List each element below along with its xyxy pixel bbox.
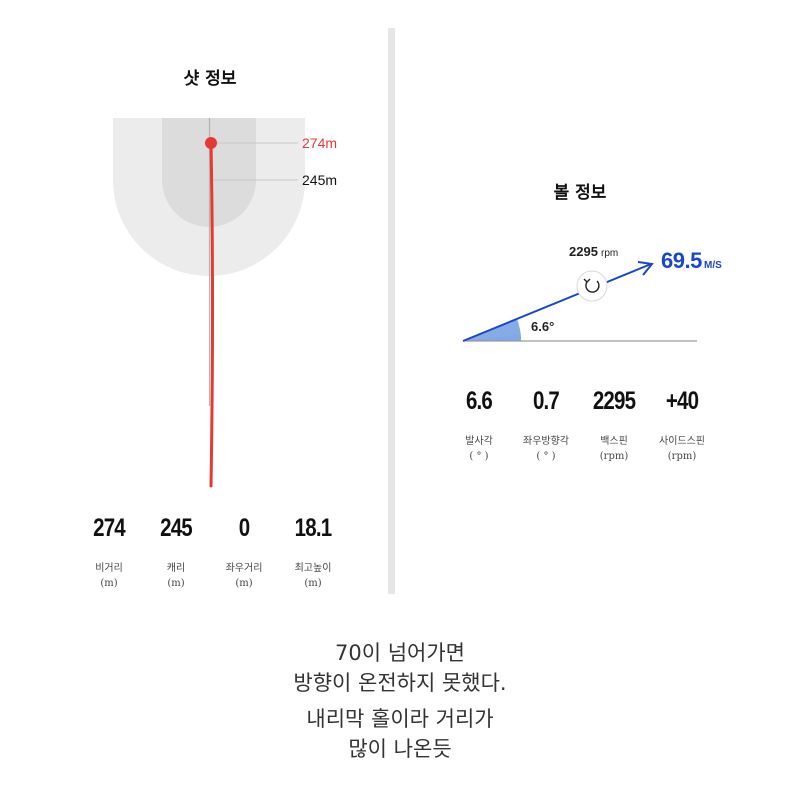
stat-launch-angle: 6.6 발사각 ( ° ) — [439, 387, 519, 462]
stat-label: 백스핀 — [600, 436, 628, 447]
spin-unit: rpm — [601, 248, 618, 259]
spin-arrow — [585, 280, 600, 293]
ball-trajectory — [209, 141, 214, 488]
spin-arrow-head — [583, 278, 591, 283]
marker-245-label: 245m — [302, 172, 337, 188]
stat-label: 좌우거리 — [225, 563, 263, 574]
stat-unit: ( ° ) — [469, 451, 489, 462]
caption-line-4: 많이 나온듯 — [348, 737, 452, 761]
stat-value: 6.6 — [465, 387, 493, 415]
stat-label: 좌우방향각 — [523, 436, 569, 447]
stat-unit: (m) — [100, 578, 118, 589]
stat-label: 발사각 — [465, 436, 493, 447]
stat-value: 18.1 — [294, 514, 332, 542]
speed-value: 69.5 — [661, 248, 702, 273]
launch-vector-arrowhead — [637, 261, 654, 276]
stat-direction-angle: 0.7 좌우방향각 ( ° ) — [506, 387, 586, 462]
stat-label: 최고높이 — [294, 563, 332, 574]
stat-value: 274 — [93, 514, 126, 542]
caption-line-2: 방향이 온전하지 못했다. — [293, 671, 507, 695]
stat-unit: (m) — [235, 578, 253, 589]
stat-label: 사이드스핀 — [659, 436, 705, 447]
caption-line-1: 70이 넘어가면 — [335, 641, 465, 665]
caption-line-3: 내리막 홀이라 거리가 — [306, 707, 494, 731]
spin-circle — [576, 270, 608, 302]
shot-info-title: 샷 정보 — [183, 69, 237, 89]
stat-unit: ( ° ) — [536, 451, 556, 462]
ball-info-title: 볼 정보 — [553, 183, 607, 203]
caption-block-2: 내리막 홀이라 거리가 많이 나온듯 — [0, 704, 800, 764]
stat-value: 245 — [160, 514, 193, 542]
stat-backspin: 2295 백스핀 (rpm) — [574, 387, 654, 462]
stat-unit: (m) — [167, 578, 185, 589]
stat-sidespin: +40 사이드스핀 (rpm) — [642, 387, 722, 462]
panel-divider — [388, 28, 395, 594]
stat-value: 0 — [238, 514, 250, 542]
caption-block-1: 70이 넘어가면 방향이 온전하지 못했다. — [0, 638, 800, 698]
stat-max-height: 18.1 최고높이 (m) — [273, 514, 353, 589]
stat-total-distance: 274 비거리 (m) — [69, 514, 149, 589]
stat-value: 2295 — [592, 387, 636, 415]
stat-value: +40 — [665, 387, 699, 415]
landing-point — [205, 137, 217, 149]
speed-unit: M/S — [704, 260, 722, 271]
stat-label: 캐리 — [166, 563, 186, 574]
stat-side-distance: 0 좌우거리 (m) — [204, 514, 284, 589]
launch-vector — [462, 263, 652, 342]
marker-274-label: 274m — [302, 135, 337, 151]
stat-carry: 245 캐리 (m) — [136, 514, 216, 589]
stat-label: 비거리 — [95, 563, 123, 574]
stat-value: 0.7 — [532, 387, 560, 415]
stat-unit: (rpm) — [599, 451, 629, 462]
stat-unit: (m) — [304, 578, 322, 589]
spin-value: 2295 — [569, 244, 598, 259]
angle-label: 6.6° — [531, 319, 554, 334]
stat-unit: (rpm) — [667, 451, 697, 462]
